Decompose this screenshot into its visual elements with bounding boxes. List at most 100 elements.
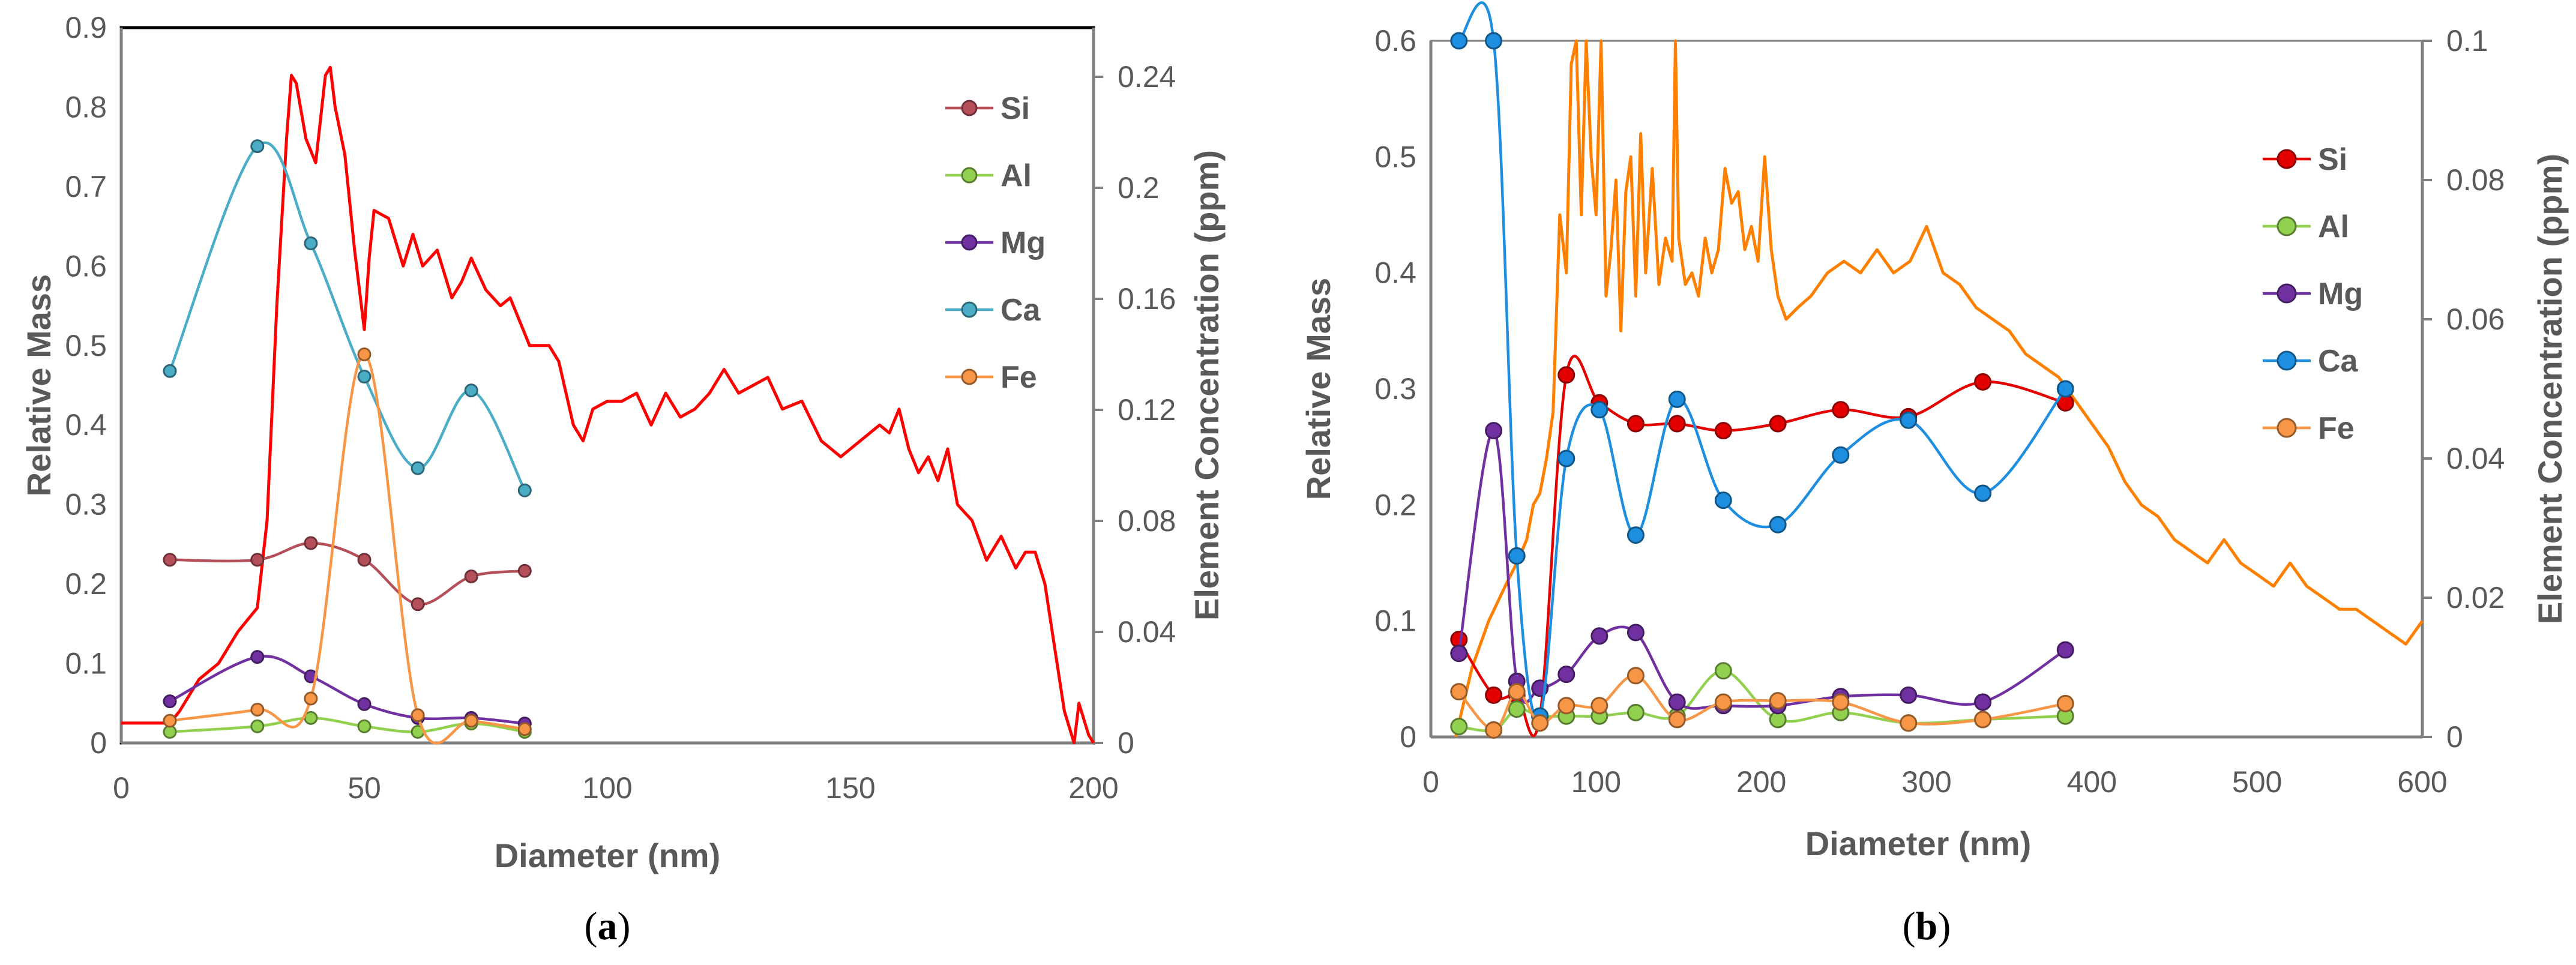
x-tick-label: 100: [582, 771, 632, 805]
y2-axis-label-b: Element Concentration (ppm): [2531, 154, 2569, 624]
point-ca: [163, 364, 177, 378]
x-tick-label: 150: [825, 771, 875, 805]
point-ca: [1668, 390, 1686, 408]
y2-tick-label: 0.08: [1118, 504, 1176, 538]
y2-tick-label: 0.24: [1118, 60, 1176, 94]
point-mg: [1485, 422, 1503, 440]
legend-label-si: Si: [2318, 142, 2347, 177]
y-tick-label: 0.8: [65, 90, 107, 124]
y2-tick-label: 0.16: [1118, 282, 1176, 316]
point-fe: [357, 347, 372, 361]
point-si: [1832, 401, 1850, 419]
legend-label-mg: Mg: [2318, 277, 2363, 311]
y2-tick-label: 0.2: [1118, 171, 1160, 205]
y-tick-label: 0.6: [65, 249, 107, 283]
point-si: [1485, 686, 1503, 704]
relative-mass-line: [1454, 39, 2424, 738]
series-line-ca: [1458, 1, 2067, 720]
caption-letter-a: a: [598, 904, 618, 948]
legend-marker-mg: [2277, 283, 2297, 304]
legend-label-fe: Fe: [2318, 411, 2355, 446]
y-tick-label: 0.2: [65, 567, 107, 601]
point-mg: [2056, 641, 2074, 659]
point-fe: [1832, 693, 1850, 711]
point-ca: [357, 370, 372, 383]
legend-label-mg: Mg: [1001, 226, 1046, 260]
x-tick-label: 200: [1068, 771, 1118, 805]
point-ca: [1485, 32, 1503, 50]
mass-line-a: [121, 65, 1095, 745]
point-ca: [1557, 449, 1575, 467]
point-fe: [1590, 697, 1608, 715]
point-fe: [1974, 711, 1992, 729]
point-si: [1714, 422, 1732, 440]
x-tick-label: 200: [1736, 765, 1786, 799]
point-si: [517, 564, 532, 578]
y-axis-label-b: Relative Mass: [1299, 278, 1337, 500]
point-ca: [1900, 411, 1918, 429]
y-tick-label: 0.5: [65, 329, 107, 362]
point-al: [357, 719, 372, 733]
series-line-fe: [169, 353, 525, 745]
legend-marker-al: [961, 167, 978, 184]
caption-a: (a): [585, 904, 631, 948]
legend-label-fe: Fe: [1001, 360, 1037, 395]
point-ca: [1714, 492, 1732, 510]
ticks-b: 0 100 200 300 400 500 600 0 0.1 0.2 0.3 0.4 0.5 0.6 0 0…: [1374, 24, 2505, 799]
y2-tick-label: 0.04: [1118, 615, 1176, 649]
point-ca: [304, 236, 318, 250]
y2-tick-label: 0.12: [1118, 393, 1176, 427]
point-si: [411, 597, 425, 612]
y-axis-label-a: Relative Mass: [20, 274, 58, 496]
point-ca: [1627, 526, 1645, 544]
y-tick-label: 0.1: [65, 647, 107, 681]
point-al: [250, 719, 265, 733]
point-fe: [1485, 721, 1503, 739]
point-fe: [517, 722, 532, 736]
point-mg: [1557, 666, 1575, 684]
point-mg: [163, 694, 177, 709]
chart-panel-b: 0 100 200 300 400 500 600 0 0.1 0.2 0.3 0.4 0.5 0.6 0 0…: [1299, 1, 2569, 948]
point-ca: [250, 139, 265, 154]
x-tick-label: 100: [1571, 765, 1621, 799]
point-si: [1627, 415, 1645, 433]
x-tick-label: 0: [1422, 765, 1439, 799]
point-si: [250, 553, 265, 567]
y2-tick-label: 0.04: [2446, 442, 2505, 475]
point-fe: [250, 703, 265, 717]
x-axis-label-b: Diameter (nm): [1805, 825, 2032, 862]
legend-marker-si: [961, 100, 978, 116]
point-ca: [464, 383, 478, 398]
relative-mass-line: [121, 65, 1095, 745]
legend-label-al: Al: [2318, 209, 2349, 244]
y-tick-label: 0: [1400, 720, 1416, 754]
point-fe: [1714, 693, 1732, 711]
caption-b: (b): [1903, 904, 1951, 948]
plot-frame-a: [119, 26, 1095, 745]
x-tick-label: 400: [2067, 765, 2117, 799]
legend-marker-ca: [961, 301, 978, 318]
point-fe: [1508, 683, 1526, 701]
point-fe: [1668, 711, 1686, 729]
y-tick-label: 0.4: [65, 408, 107, 442]
point-al: [304, 711, 318, 725]
point-ca: [1590, 401, 1608, 419]
y-tick-label: 0.5: [1374, 140, 1416, 173]
y2-tick-label: 0.1: [2446, 24, 2488, 58]
series-line-si: [1457, 355, 2066, 738]
point-si: [163, 553, 177, 567]
point-fe: [1531, 714, 1549, 732]
point-mg: [1590, 627, 1608, 645]
y-tick-label: 0.9: [65, 11, 107, 44]
y2-tick-label: 0: [1118, 726, 1134, 760]
point-fe: [1627, 667, 1645, 685]
series-line-ca: [168, 141, 526, 492]
point-mg: [1900, 686, 1918, 704]
legend-marker-ca: [2277, 350, 2297, 371]
y2-tick-label: 0.06: [2446, 302, 2505, 336]
point-fe: [1557, 697, 1575, 715]
point-mg: [357, 697, 372, 711]
chart-panel-a: 0 50 100 150 20000.10.20.30.40.50.60.70.80.9…: [20, 11, 1226, 948]
point-si: [357, 553, 372, 567]
point-ca: [2056, 380, 2074, 398]
